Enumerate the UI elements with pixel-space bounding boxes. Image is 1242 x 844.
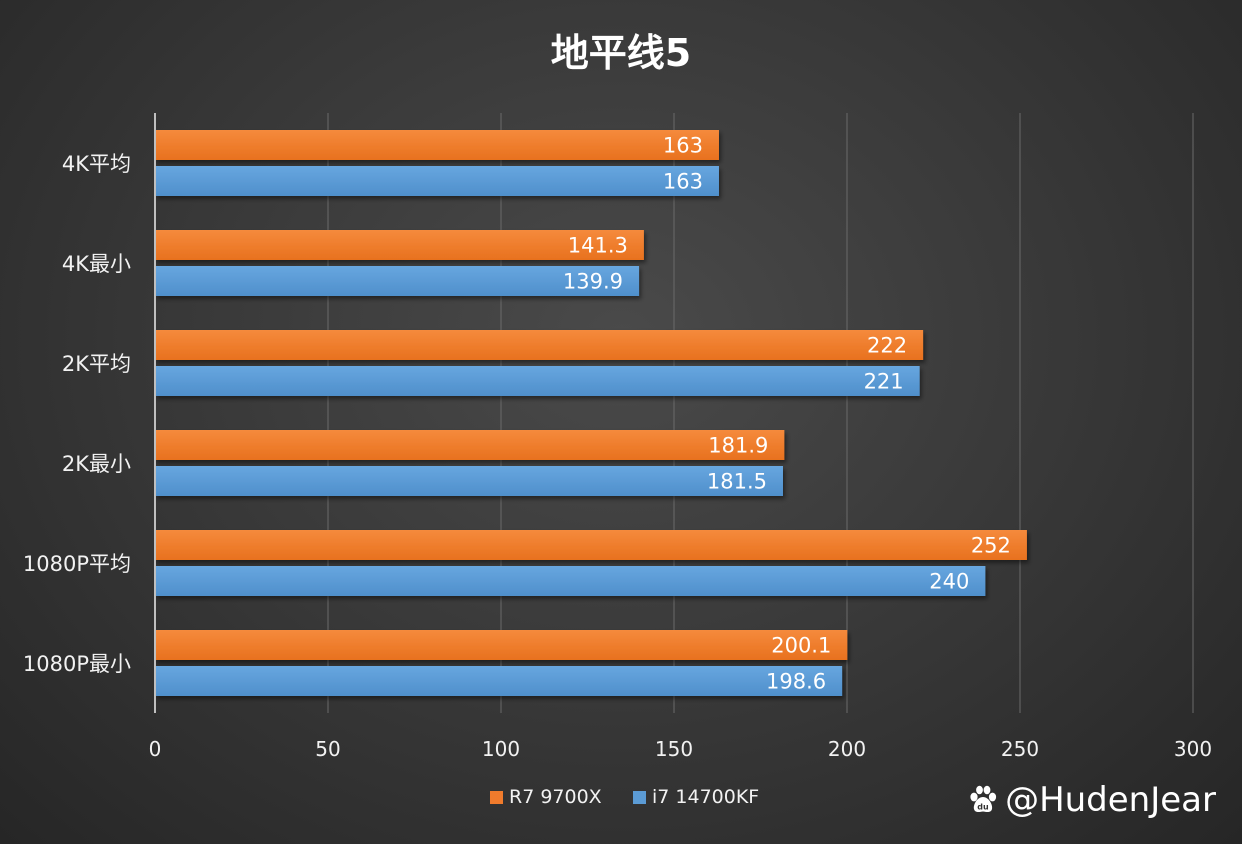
legend-swatch — [633, 791, 646, 804]
legend: R7 9700X i7 14700KF — [490, 786, 759, 808]
value-label: 221 — [864, 370, 904, 394]
bar-i7-14700kf — [155, 366, 920, 396]
bars — [155, 130, 1027, 696]
value-label: 163 — [663, 170, 703, 194]
category-label: 4K平均 — [62, 152, 131, 176]
x-tick-label: 50 — [315, 737, 340, 761]
x-tick-label: 0 — [149, 737, 162, 761]
bar-r7-9700x — [155, 430, 785, 460]
value-label: 139.9 — [563, 270, 623, 294]
bar-r7-9700x — [155, 230, 644, 260]
category-label: 4K最小 — [62, 252, 131, 276]
category-label: 1080P平均 — [23, 552, 131, 576]
category-label: 2K最小 — [62, 452, 131, 476]
x-tick-label: 200 — [828, 737, 866, 761]
svg-text:du: du — [977, 803, 989, 812]
baidu-paw-icon: du — [970, 785, 997, 812]
value-label: 252 — [971, 534, 1011, 558]
bar-r7-9700x — [155, 130, 719, 160]
value-label: 181.9 — [708, 434, 768, 458]
bar-i7-14700kf — [155, 466, 783, 496]
bar-r7-9700x — [155, 630, 848, 660]
watermark-text: @HudenJear — [1005, 780, 1216, 820]
value-label: 198.6 — [766, 670, 826, 694]
category-label: 1080P最小 — [23, 652, 131, 676]
legend-swatch — [490, 791, 503, 804]
x-tick-label: 100 — [482, 737, 520, 761]
bar-i7-14700kf — [155, 266, 640, 296]
bar-r7-9700x — [155, 530, 1027, 560]
value-label: 200.1 — [771, 634, 831, 658]
value-label: 141.3 — [568, 234, 628, 258]
value-label: 240 — [929, 570, 969, 594]
value-label: 163 — [663, 134, 703, 158]
axes: 0 50 100 150 200 250 300 4K平均 4K最小 2K平均 2K最小 1080P平… — [23, 113, 1212, 761]
x-tick-label: 300 — [1174, 737, 1212, 761]
legend-label: R7 9700X — [509, 786, 602, 808]
x-tick-label: 250 — [1001, 737, 1039, 761]
value-label: 181.5 — [707, 470, 767, 494]
x-tick-label: 150 — [655, 737, 693, 761]
category-label: 2K平均 — [62, 352, 131, 376]
bar-i7-14700kf — [155, 166, 719, 196]
chart-title: 地平线5 — [551, 31, 691, 75]
watermark: du @HudenJear — [967, 780, 1216, 820]
bar-i7-14700kf — [155, 666, 843, 696]
bar-i7-14700kf — [155, 566, 986, 596]
legend-label: i7 14700KF — [652, 786, 759, 808]
value-label: 222 — [867, 334, 907, 358]
grid-lines — [327, 113, 1194, 713]
bar-r7-9700x — [155, 330, 924, 360]
